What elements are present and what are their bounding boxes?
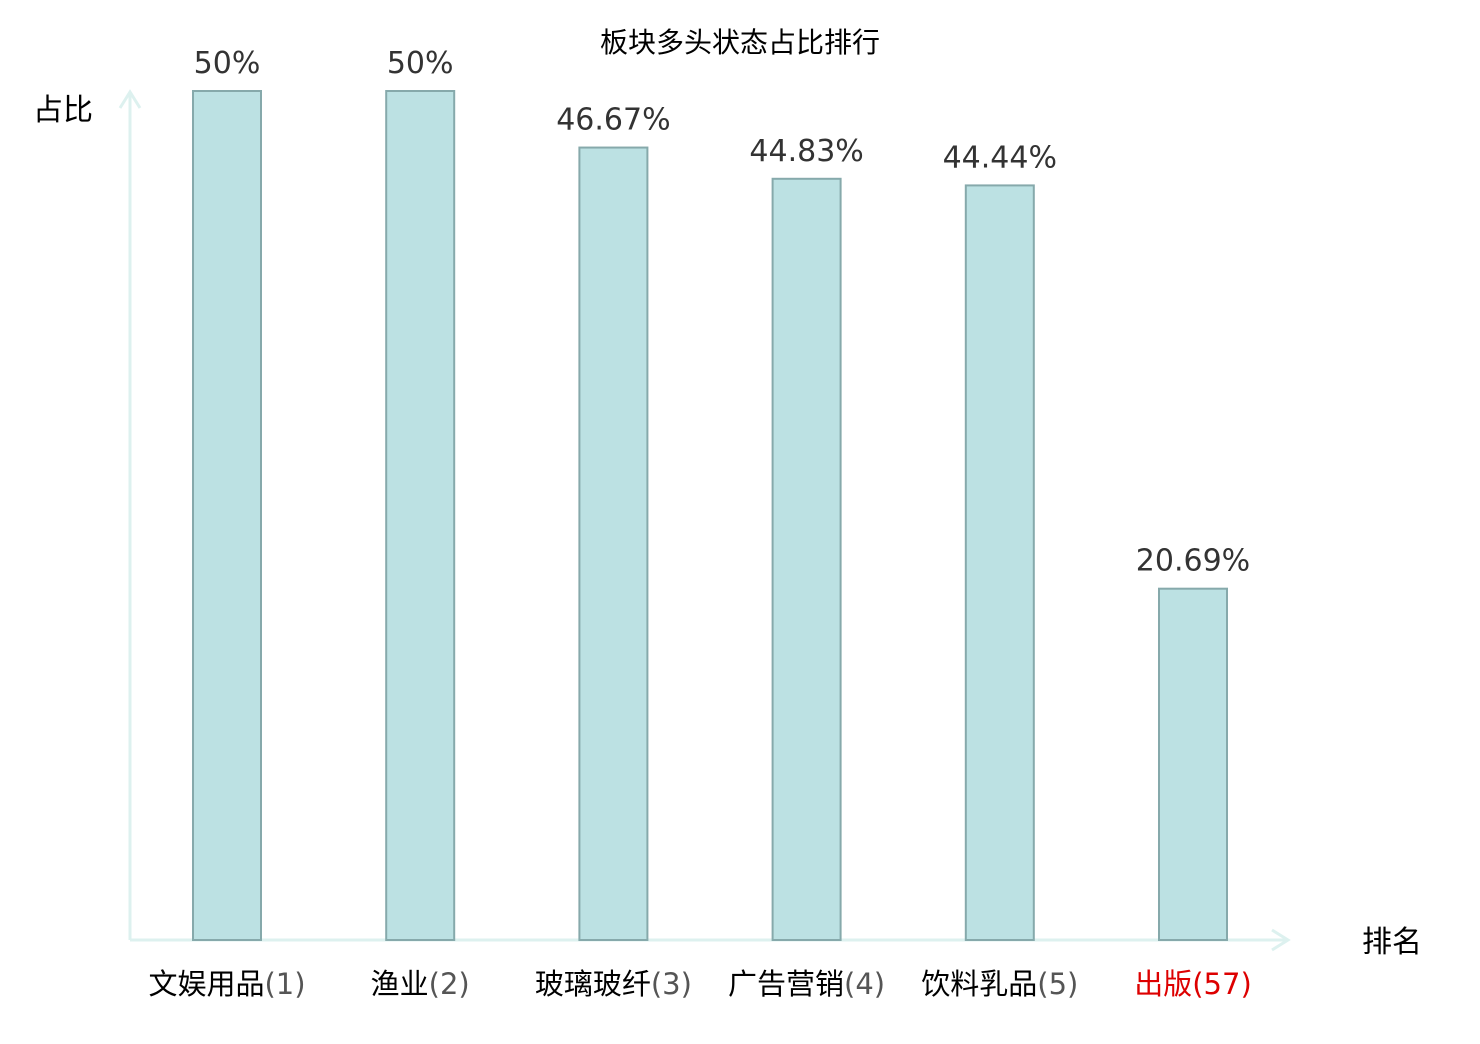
- data-label: 20.69%: [1136, 544, 1250, 579]
- data-label: 46.67%: [556, 103, 670, 138]
- x-tick-label: 饮料乳品(5): [921, 967, 1078, 1001]
- x-tick-label: 广告营销(4): [728, 967, 885, 1001]
- x-axis-arrow: [1271, 928, 1291, 952]
- axes: [118, 89, 1291, 952]
- bar: [578, 146, 649, 941]
- data-label: 50%: [194, 46, 261, 81]
- y-axis-label: 占比: [33, 93, 93, 128]
- data-label: 50%: [387, 46, 454, 81]
- x-tick-label: 文娱用品(1): [148, 967, 305, 1001]
- data-label: 44.83%: [749, 134, 863, 169]
- y-axis-arrow: [118, 89, 142, 109]
- bar: [1158, 587, 1228, 941]
- x-tick-label: 渔业(2): [371, 967, 470, 1001]
- data-label: 44.44%: [943, 140, 1057, 175]
- x-axis-label: 排名: [1362, 925, 1422, 960]
- bar: [192, 90, 262, 941]
- chart-title: 板块多头状态占比排行: [600, 26, 880, 59]
- x-tick-label: 玻璃玻纤(3): [535, 967, 692, 1001]
- x-tick-label: 出版(57): [1134, 967, 1252, 1001]
- bar: [385, 90, 456, 941]
- bar: [964, 184, 1035, 941]
- bars: 50% 文娱用品(1) 50% 渔业(2) 46.67% 玻璃玻纤(3) 44.83% 广告营…: [148, 46, 1251, 1001]
- bar: [771, 177, 842, 941]
